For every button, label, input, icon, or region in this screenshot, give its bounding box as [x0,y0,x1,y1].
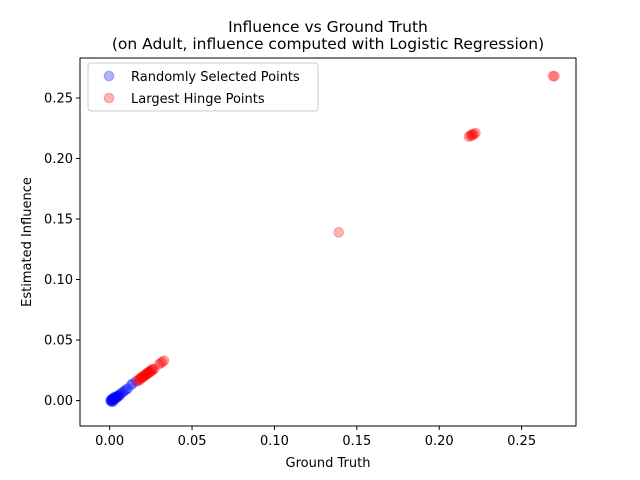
random-point [110,392,121,403]
chart-title: Influence vs Ground Truth [228,18,428,36]
hinge-point [470,127,481,139]
random-point [110,391,122,403]
random-point [107,392,119,404]
random-point [127,378,139,389]
hinge-point [135,372,147,383]
random-point [110,392,122,404]
legend-marker-random [103,70,115,82]
x-tick-label: 0.20 [425,434,454,449]
legend-marker-hinge [103,92,115,104]
random-point [109,394,120,405]
y-tick-label: 0.00 [44,394,73,409]
hinge-point [134,374,145,386]
hinge-point [134,373,145,385]
hinge-point [143,367,155,379]
random-point [120,384,132,395]
random-point [106,394,118,406]
random-point [119,385,130,397]
hinge-point [148,363,160,375]
y-tick-label: 0.20 [44,152,73,167]
x-tick-label: 0.05 [178,434,207,449]
legend-label-random: Randomly Selected Points [131,70,300,85]
random-point [112,390,124,402]
hinge-point [145,365,157,376]
y-tick-label: 0.10 [44,273,73,288]
hinge-point [143,366,155,377]
hinge-point [465,130,476,141]
y-axis-label: Estimated Influence [20,177,35,307]
x-tick-label: 0.10 [260,434,289,449]
random-point [109,391,120,403]
chart-subtitle: (on Adult, influence computed with Logis… [112,35,544,53]
random-point [114,389,125,400]
hinge-point [153,358,165,370]
random-point [106,394,117,405]
random-point [109,392,120,404]
y-tick-label: 0.25 [44,91,73,106]
hinge-point [138,371,150,382]
random-point [117,386,129,398]
hinge-point [145,366,157,377]
hinge-point [466,130,478,141]
random-point [122,383,134,394]
x-tick-label: 0.25 [507,434,536,449]
hinge-point [549,70,560,82]
random-point [105,395,116,406]
random-point [108,393,120,405]
y-tick-label: 0.05 [44,334,73,349]
random-point [130,375,142,387]
hinge-point [147,363,158,375]
hinge-point [155,357,167,369]
random-point [114,390,125,402]
hinge-point [547,70,559,82]
hinge-point [138,369,150,381]
x-tick-label: 0.15 [342,434,371,449]
random-point [112,391,124,403]
hinge-point [463,131,475,142]
y-tick-label: 0.15 [44,213,73,228]
hinge-point [142,367,153,379]
random-point [106,395,117,406]
data-points [105,70,560,408]
random-point [107,394,119,405]
random-point [115,388,127,399]
random-point [106,396,117,408]
hinge-point [132,375,143,387]
legend: Randomly Selected Points Largest Hinge P… [87,62,319,112]
hinge-point [157,356,168,368]
x-axis-label: Ground Truth [286,456,371,471]
hinge-point [158,355,170,366]
hinge-point [147,365,158,376]
random-point [107,396,119,408]
legend-frame [87,62,319,112]
hinge-point [142,368,153,380]
hinge-point [140,368,152,380]
hinge-point [137,372,148,383]
legend-label-hinge: Largest Hinge Points [131,92,265,107]
axis-ticks: 0.00 0.05 0.10 0.15 0.20 0.25 0.00 0.05 0.10 0.15… [44,91,536,449]
hinge-point [135,373,147,385]
x-tick-label: 0.00 [95,434,124,449]
random-point [107,395,119,406]
plot-frame [79,57,577,427]
random-point [125,379,137,391]
hinge-point [466,128,478,140]
hinge-point [140,369,152,381]
hinge-point [333,227,345,238]
hinge-point [468,128,480,140]
hinge-point [137,371,148,382]
